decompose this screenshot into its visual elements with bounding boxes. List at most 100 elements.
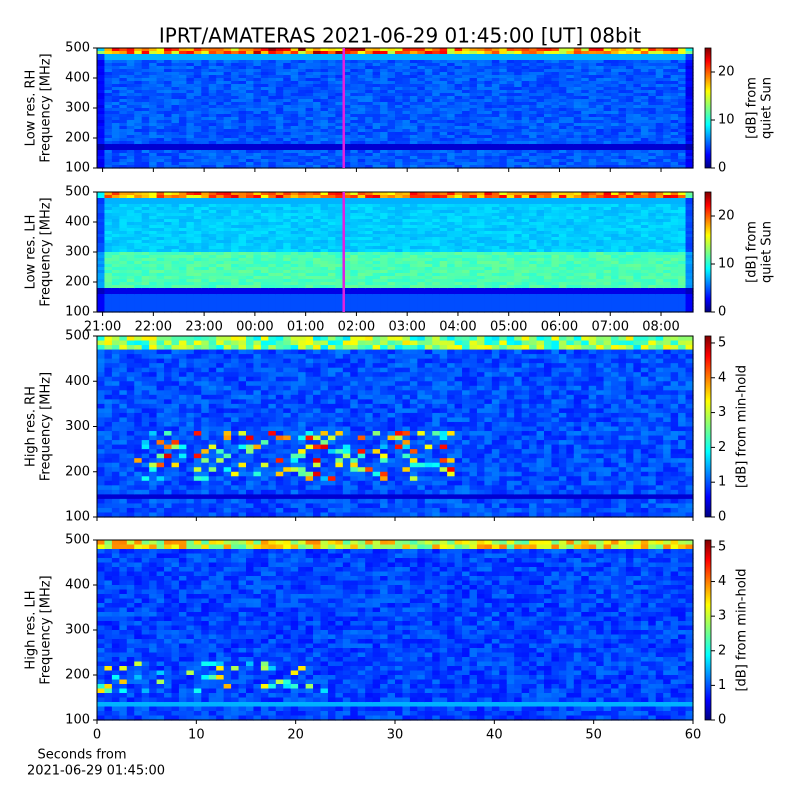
spectrogram-cell	[432, 108, 441, 112]
spectrogram-cell	[603, 57, 612, 61]
spectrogram-cell	[640, 60, 649, 64]
spectrogram-cell	[283, 57, 292, 61]
spectrogram-cell	[186, 66, 195, 70]
spectrogram-cell	[603, 114, 612, 118]
spectrogram-cell	[663, 147, 672, 151]
spectrogram-cell	[670, 63, 679, 67]
spectrogram-cell	[484, 81, 493, 85]
spectrogram-cell	[685, 90, 694, 94]
spectrogram-cell	[178, 156, 187, 160]
spectrogram-cell	[663, 111, 672, 115]
spectrogram-cell	[476, 153, 485, 157]
spectrogram-cell	[201, 72, 210, 76]
spectrogram-cell	[246, 129, 255, 133]
spectrogram-cell	[246, 126, 255, 130]
spectrogram-cell	[104, 141, 113, 145]
spectrogram-cell	[409, 117, 418, 121]
spectrogram-cell	[134, 135, 143, 139]
spectrogram-cell	[193, 276, 202, 280]
spectrogram-cell	[365, 117, 374, 121]
spectrogram-cell	[640, 123, 649, 127]
spectrogram-cell	[216, 105, 225, 109]
spectrogram-cell	[253, 147, 262, 151]
spectrogram-cell	[111, 291, 120, 295]
spectrogram-cell	[149, 99, 158, 103]
spectrogram-cell	[335, 150, 344, 154]
spectrogram-cell	[201, 249, 210, 253]
spectrogram-cell	[156, 123, 165, 127]
spectrogram-cell	[499, 159, 508, 163]
spectrogram-cell	[134, 72, 143, 76]
spectrogram-cell	[678, 93, 687, 97]
spectrogram-cell	[529, 111, 538, 115]
spectrogram-cell	[216, 48, 225, 52]
spectrogram-cell	[134, 159, 143, 163]
spectrogram-cell	[424, 57, 433, 61]
spectrogram-cell	[447, 126, 456, 130]
spectrogram-cell	[97, 96, 106, 100]
spectrogram-cell	[320, 87, 329, 91]
spectrogram-cell	[536, 78, 545, 82]
spectrogram-cell	[97, 126, 106, 130]
spectrogram-cell	[640, 66, 649, 70]
spectrogram-cell	[536, 111, 545, 115]
spectrogram-cell	[663, 93, 672, 97]
spectrogram-cell	[298, 132, 307, 136]
spectrogram-cell	[164, 225, 173, 229]
spectrogram-cell	[655, 138, 664, 142]
spectrogram-cell	[603, 108, 612, 112]
spectrogram-cell	[171, 228, 180, 232]
spectrogram-cell	[216, 81, 225, 85]
spectrogram-cell	[119, 258, 128, 262]
spectrogram-cell	[298, 123, 307, 127]
spectrogram-cell	[558, 129, 567, 133]
spectrogram-cell	[186, 75, 195, 79]
spectrogram-cell	[290, 69, 299, 73]
spectrogram-cell	[223, 294, 232, 298]
spectrogram-cell	[469, 51, 478, 55]
spectrogram-cell	[201, 132, 210, 136]
spectrogram-cell	[201, 63, 210, 67]
spectrogram-cell	[178, 270, 187, 274]
spectrogram-cell	[611, 105, 620, 109]
spectrogram-cell	[514, 81, 523, 85]
spectrogram-cell	[678, 144, 687, 148]
spectrogram-cell	[164, 108, 173, 112]
spectrogram-cell	[402, 75, 411, 79]
spectrogram-cell	[216, 72, 225, 76]
spectrogram-cell	[633, 126, 642, 130]
spectrogram-cell	[469, 105, 478, 109]
spectrogram-cell	[327, 51, 336, 55]
spectrogram-cell	[253, 105, 262, 109]
spectrogram-cell	[491, 66, 500, 70]
spectrogram-cell	[558, 153, 567, 157]
spectrogram-cell	[387, 72, 396, 76]
spectrogram-cell	[395, 111, 404, 115]
spectrogram-cell	[581, 129, 590, 133]
spectrogram-cell	[454, 162, 463, 166]
spectrogram-cell	[558, 96, 567, 100]
spectrogram-cell	[603, 78, 612, 82]
spectrogram-cell	[238, 138, 247, 142]
spectrogram-cell	[111, 63, 120, 67]
spectrogram-cell	[178, 273, 187, 277]
spectrogram-cell	[380, 132, 389, 136]
spectrogram-cell	[238, 63, 247, 67]
spectrogram-cell	[134, 99, 143, 103]
spectrogram-cell	[484, 135, 493, 139]
spectrogram-cell	[476, 138, 485, 142]
spectrogram-cell	[201, 90, 210, 94]
spectrogram-cell	[335, 108, 344, 112]
spectrogram-cell	[104, 72, 113, 76]
spectrogram-cell	[417, 96, 426, 100]
spectrogram-cell	[223, 108, 232, 112]
spectrogram-cell	[685, 123, 694, 127]
spectrogram-cell	[223, 60, 232, 64]
spectrogram-cell	[365, 138, 374, 142]
spectrogram-cell	[544, 87, 553, 91]
spectrogram-cell	[342, 123, 351, 127]
spectrogram-cell	[156, 159, 165, 163]
spectrogram-cell	[238, 159, 247, 163]
spectrogram-cell	[201, 204, 210, 208]
spectrogram-cell	[149, 129, 158, 133]
